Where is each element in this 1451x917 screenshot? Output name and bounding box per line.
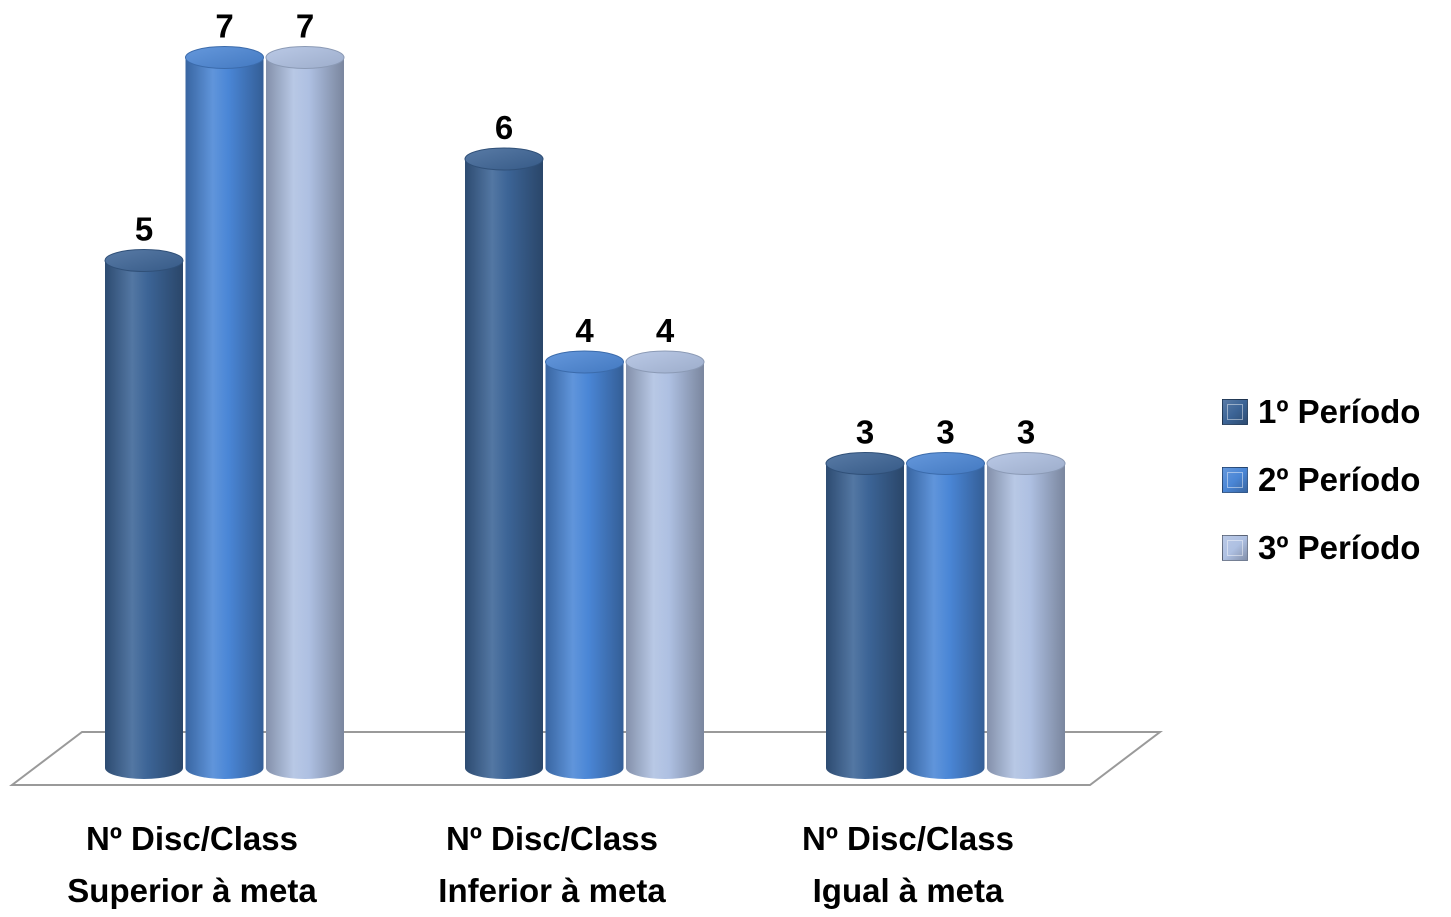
bar-body: [465, 159, 543, 779]
bar-cap: [464, 147, 544, 171]
data-label: 5: [135, 211, 153, 248]
legend-label: 1º Período: [1258, 393, 1421, 430]
bar-cap: [545, 350, 624, 374]
legend: 1º Período 2º Período 3º Período: [1222, 378, 1420, 582]
bar-cap: [825, 452, 905, 475]
bar-cap: [185, 46, 264, 69]
bar: [104, 249, 184, 779]
x-tick-label: Nº Disc/Class Igual à meta: [802, 820, 1014, 909]
bar-cap: [104, 249, 184, 272]
legend-item: 1º Período: [1222, 378, 1420, 446]
bar: [185, 46, 264, 779]
legend-label: 2º Período: [1258, 461, 1421, 498]
legend-swatch: [1222, 535, 1248, 561]
data-label: 4: [656, 312, 675, 349]
bar-body: [626, 362, 704, 779]
bar: [625, 350, 705, 779]
bar-cap: [265, 46, 345, 69]
bar: [545, 350, 624, 779]
bar: [825, 452, 905, 779]
data-label: 3: [1017, 414, 1035, 451]
bar: [464, 147, 544, 779]
bar-body: [906, 463, 985, 779]
legend-label: 3º Período: [1258, 529, 1421, 566]
data-label: 4: [575, 312, 594, 349]
bar-cap: [625, 350, 705, 374]
bar-body: [826, 463, 904, 779]
x-tick-label: Nº Disc/Class Superior à meta: [67, 820, 317, 909]
bar-body: [987, 463, 1065, 779]
legend-item: 3º Período: [1222, 514, 1420, 582]
data-label: 3: [856, 414, 874, 451]
bar-body: [266, 57, 344, 779]
x-tick-label: Nº Disc/Class Inferior à meta: [438, 820, 666, 909]
legend-swatch: [1222, 467, 1248, 493]
data-label: 3: [936, 414, 954, 451]
bar-body: [185, 57, 264, 779]
data-label: 7: [296, 8, 314, 45]
bar-cap: [906, 452, 985, 475]
data-label: 7: [215, 8, 233, 45]
bar-body: [545, 362, 624, 779]
data-label: 6: [495, 109, 513, 146]
legend-swatch: [1222, 399, 1248, 425]
bar-cap: [986, 452, 1066, 475]
bar: [265, 46, 345, 779]
bar: [986, 452, 1066, 779]
bar: [906, 452, 985, 779]
bar-body: [105, 260, 183, 779]
legend-item: 2º Período: [1222, 446, 1420, 514]
